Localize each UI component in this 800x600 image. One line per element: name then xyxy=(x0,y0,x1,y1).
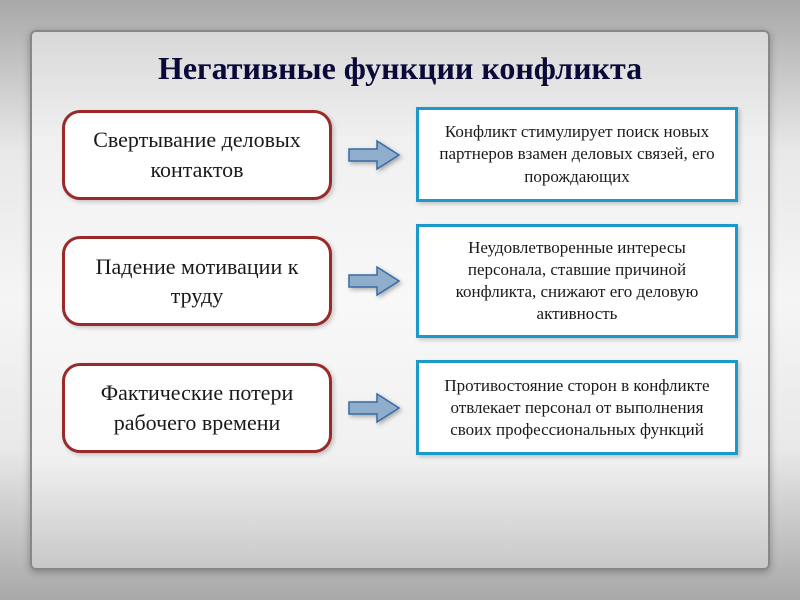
cause-box: Фактические потери рабочего времени xyxy=(62,363,332,453)
rows-container: Свертывание деловых контактов Конфликт с… xyxy=(62,107,738,455)
cause-box: Падение мотивации к труду xyxy=(62,236,332,326)
diagram-row: Фактические потери рабочего времени Прот… xyxy=(62,360,738,455)
effect-box: Противостояние сторон в конфликте отвлек… xyxy=(416,360,738,455)
effect-box: Неудовлетворенные интересы персонала, ст… xyxy=(416,224,738,338)
diagram-row: Падение мотивации к труду Неудовлетворен… xyxy=(62,224,738,338)
arrow-icon xyxy=(344,390,404,426)
arrow-icon xyxy=(344,263,404,299)
diagram-title: Негативные функции конфликта xyxy=(62,50,738,87)
diagram-row: Свертывание деловых контактов Конфликт с… xyxy=(62,107,738,202)
effect-box: Конфликт стимулирует поиск новых партнер… xyxy=(416,107,738,202)
cause-box: Свертывание деловых контактов xyxy=(62,110,332,200)
diagram-panel: Негативные функции конфликта Свертывание… xyxy=(30,30,770,570)
arrow-icon xyxy=(344,137,404,173)
